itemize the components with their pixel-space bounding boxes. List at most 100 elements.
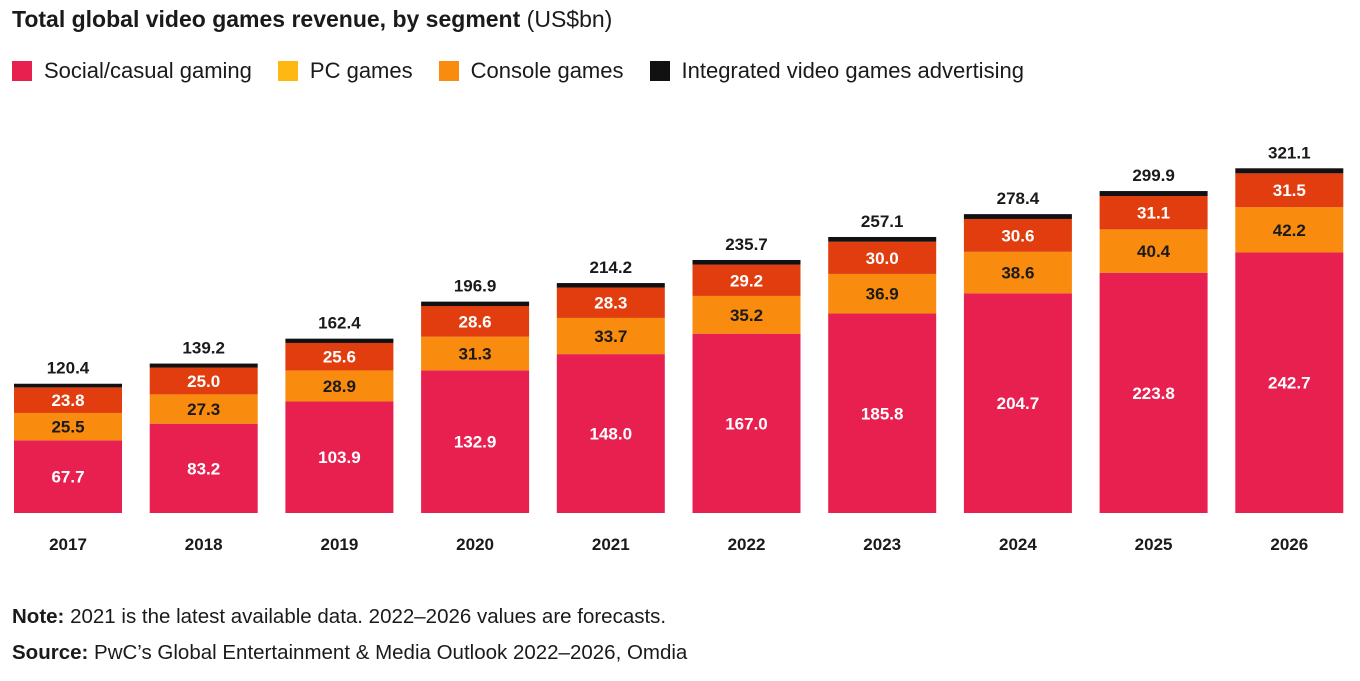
data-label-pc-2018: 27.3 — [187, 400, 220, 419]
footnote: Note: 2021 is the latest available data.… — [12, 605, 666, 629]
data-label-console-2019: 25.6 — [323, 348, 356, 367]
x-tick-label-2017: 2017 — [49, 535, 87, 554]
bar-social-2022 — [692, 333, 801, 513]
bar-console-2023 — [828, 241, 937, 274]
data-label-pc-2017: 25.5 — [51, 418, 84, 437]
bar-console-2019 — [285, 342, 394, 371]
data-label-console-2018: 25.0 — [187, 372, 220, 391]
bar-console-2021 — [556, 287, 665, 318]
bar-console-2025 — [1099, 195, 1208, 230]
legend-swatch-pc — [277, 61, 298, 81]
data-label-console-2021: 28.3 — [594, 294, 627, 313]
footnote-text: 2021 is the latest available data. 2022–… — [64, 605, 667, 628]
total-label-2020: 196.9 — [454, 277, 497, 296]
total-label-2026: 321.1 — [1268, 143, 1311, 162]
chart-title: Total global video games revenue, by seg… — [12, 6, 612, 33]
data-label-console-2020: 28.6 — [459, 312, 492, 331]
total-label-2022: 235.7 — [725, 235, 768, 254]
x-tick-label-2018: 2018 — [185, 535, 223, 554]
source-label: Source: — [12, 641, 89, 664]
bar-console-2024 — [963, 218, 1072, 252]
legend-label-social: Social/casual gaming — [44, 58, 252, 83]
x-tick-label-2023: 2023 — [863, 535, 901, 554]
bar-pc-2017 — [14, 412, 122, 441]
source-line: Source: PwC’s Global Entertainment & Med… — [12, 641, 687, 665]
total-label-2019: 162.4 — [318, 314, 361, 333]
data-label-pc-2023: 36.9 — [866, 285, 899, 304]
bar-console-2022 — [692, 264, 801, 296]
total-label-2025: 299.9 — [1132, 166, 1175, 185]
x-tick-label-2024: 2024 — [999, 535, 1037, 554]
data-label-social-2025: 223.8 — [1132, 384, 1175, 403]
data-label-social-2026: 242.7 — [1268, 374, 1311, 393]
bar-ads-2021 — [556, 283, 665, 288]
data-label-social-2022: 167.0 — [725, 414, 768, 433]
bar-pc-2022 — [692, 295, 801, 334]
bar-pc-2021 — [556, 317, 665, 355]
legend-label-console: Console games — [470, 58, 624, 83]
bar-pc-2026 — [1235, 207, 1344, 253]
bar-console-2017 — [14, 387, 122, 413]
bar-pc-2020 — [421, 336, 530, 371]
data-label-social-2020: 132.9 — [454, 433, 497, 452]
bar-ads-2019 — [285, 338, 394, 343]
data-label-social-2018: 83.2 — [187, 459, 220, 478]
legend-swatch-social — [12, 61, 32, 81]
bar-ads-2026 — [1235, 168, 1344, 174]
bar-social-2026 — [1235, 252, 1344, 513]
bar-console-2026 — [1235, 173, 1344, 208]
bar-pc-2025 — [1099, 229, 1208, 273]
data-label-console-2022: 29.2 — [730, 271, 763, 290]
source-text: PwC’s Global Entertainment & Media Outlo… — [88, 641, 688, 664]
data-label-pc-2021: 33.7 — [594, 327, 627, 346]
bar-pc-2023 — [828, 273, 937, 314]
bar-ads-2017 — [14, 383, 122, 388]
data-label-console-2024: 30.6 — [1001, 226, 1034, 245]
x-tick-label-2021: 2021 — [592, 535, 630, 554]
legend-swatch-console — [438, 61, 459, 81]
bar-ads-2024 — [963, 214, 1072, 219]
legend-swatch-ads — [649, 61, 670, 81]
bar-ads-2023 — [828, 236, 937, 242]
data-label-pc-2020: 31.3 — [459, 345, 492, 364]
data-label-console-2017: 23.8 — [51, 391, 84, 410]
bar-console-2018 — [149, 367, 258, 395]
bar-ads-2020 — [421, 301, 530, 307]
legend-item-ads: Integrated video games advertising — [649, 58, 1024, 84]
x-tick-label-2022: 2022 — [728, 535, 766, 554]
data-label-social-2021: 148.0 — [590, 425, 633, 444]
data-label-pc-2024: 38.6 — [1001, 264, 1034, 283]
x-tick-label-2026: 2026 — [1270, 535, 1308, 554]
x-tick-label-2019: 2019 — [320, 535, 358, 554]
data-label-social-2024: 204.7 — [997, 394, 1040, 413]
legend-item-pc: PC games — [277, 58, 413, 84]
bar-social-2017 — [14, 440, 122, 513]
total-label-2023: 257.1 — [861, 212, 904, 231]
total-label-2017: 120.4 — [47, 359, 90, 378]
total-label-2021: 214.2 — [590, 258, 633, 277]
data-label-console-2026: 31.5 — [1273, 181, 1306, 200]
bar-ads-2022 — [692, 259, 801, 265]
bar-social-2025 — [1099, 272, 1208, 513]
data-label-pc-2022: 35.2 — [730, 306, 763, 325]
data-label-social-2017: 67.7 — [51, 468, 84, 487]
x-tick-label-2025: 2025 — [1135, 535, 1173, 554]
data-label-pc-2019: 28.9 — [323, 377, 356, 396]
legend-label-pc: PC games — [309, 58, 413, 83]
bar-social-2023 — [828, 313, 937, 513]
data-label-pc-2025: 40.4 — [1137, 242, 1171, 261]
total-label-2024: 278.4 — [997, 189, 1040, 208]
bar-pc-2024 — [963, 251, 1072, 294]
stacked-bar-chart: 67.7 25.5 23.8 120.4 2017 83.2 27.3 25.0 139.2 20… — [14, 143, 1344, 554]
data-label-social-2023: 185.8 — [861, 404, 904, 423]
chart-title-unit: (US$bn) — [526, 6, 613, 32]
bar-social-2021 — [556, 354, 665, 513]
bar-pc-2018 — [149, 394, 258, 424]
bar-ads-2025 — [1099, 191, 1208, 196]
bar-console-2020 — [421, 306, 530, 337]
legend-item-console: Console games — [438, 58, 624, 84]
legend: Social/casual gaming PC games Console ga… — [12, 58, 1050, 84]
bar-social-2018 — [149, 423, 258, 513]
data-label-console-2025: 31.1 — [1137, 204, 1170, 223]
data-label-pc-2026: 42.2 — [1273, 221, 1306, 240]
